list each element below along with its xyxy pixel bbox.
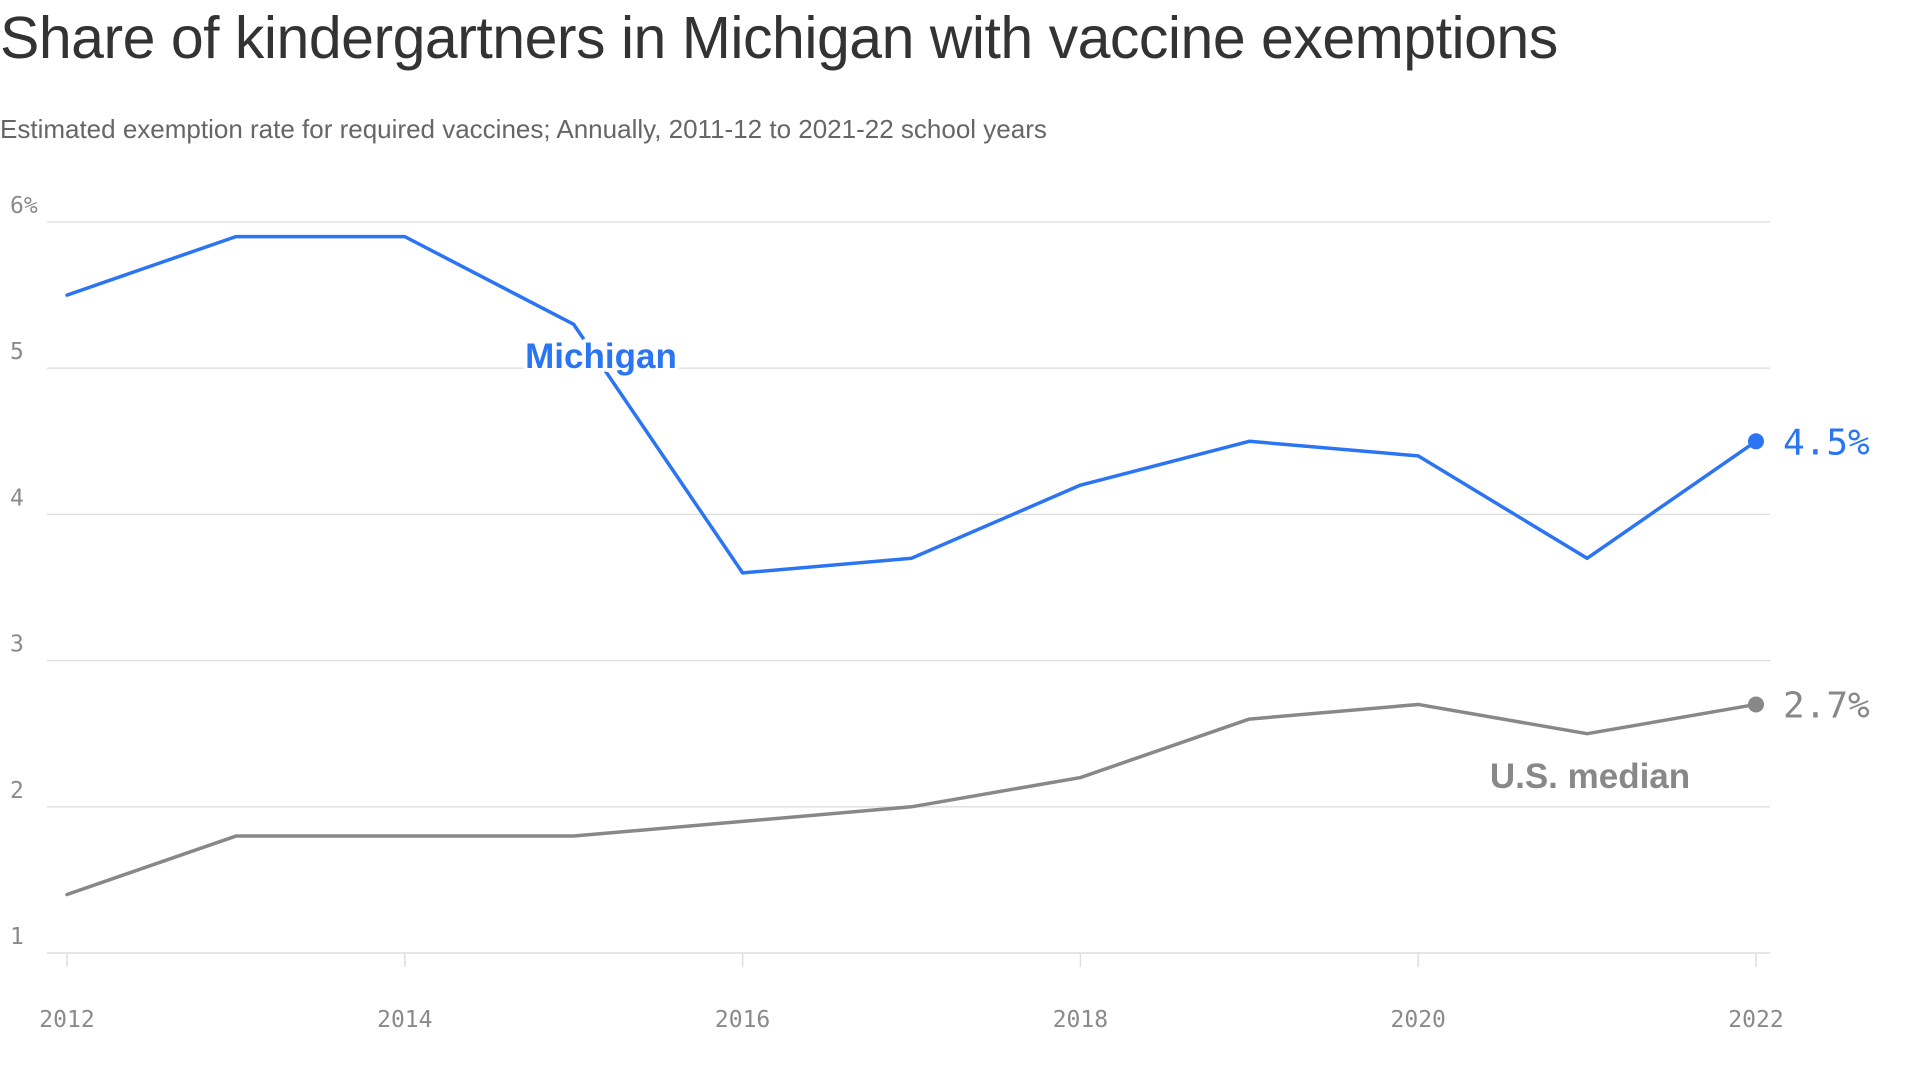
y-tick-label: 1 — [10, 924, 24, 950]
x-tick-label: 2014 — [377, 1007, 432, 1033]
x-tick-label: 2018 — [1053, 1007, 1108, 1033]
end-value-label-michigan: 4.5% — [1783, 422, 1870, 463]
end-value-label-u-s-median: 2.7% — [1783, 685, 1870, 726]
y-tick-label: 6% — [10, 193, 38, 219]
y-tick-label: 5 — [10, 339, 24, 365]
end-point-u-s-median — [1748, 696, 1764, 713]
chart-title: Share of kindergartners in Michigan with… — [0, 5, 1558, 71]
series-line-u-s-median — [65, 702, 1758, 897]
x-tick-label: 2022 — [1728, 1007, 1783, 1033]
chart-subtitle: Estimated exemption rate for required va… — [0, 114, 1047, 144]
y-tick-label: 2 — [10, 778, 24, 804]
series-label-u-s-median: U.S. median — [1490, 757, 1690, 796]
x-tick-label: 2020 — [1391, 1007, 1446, 1033]
x-tick-label: 2012 — [39, 1007, 94, 1033]
series-label-michigan: Michigan — [525, 337, 677, 376]
series-line-michigan — [65, 234, 1758, 575]
y-tick-label: 3 — [10, 632, 24, 658]
y-tick-label: 4 — [10, 485, 24, 511]
end-point-michigan — [1748, 433, 1764, 450]
x-tick-label: 2016 — [715, 1007, 770, 1033]
